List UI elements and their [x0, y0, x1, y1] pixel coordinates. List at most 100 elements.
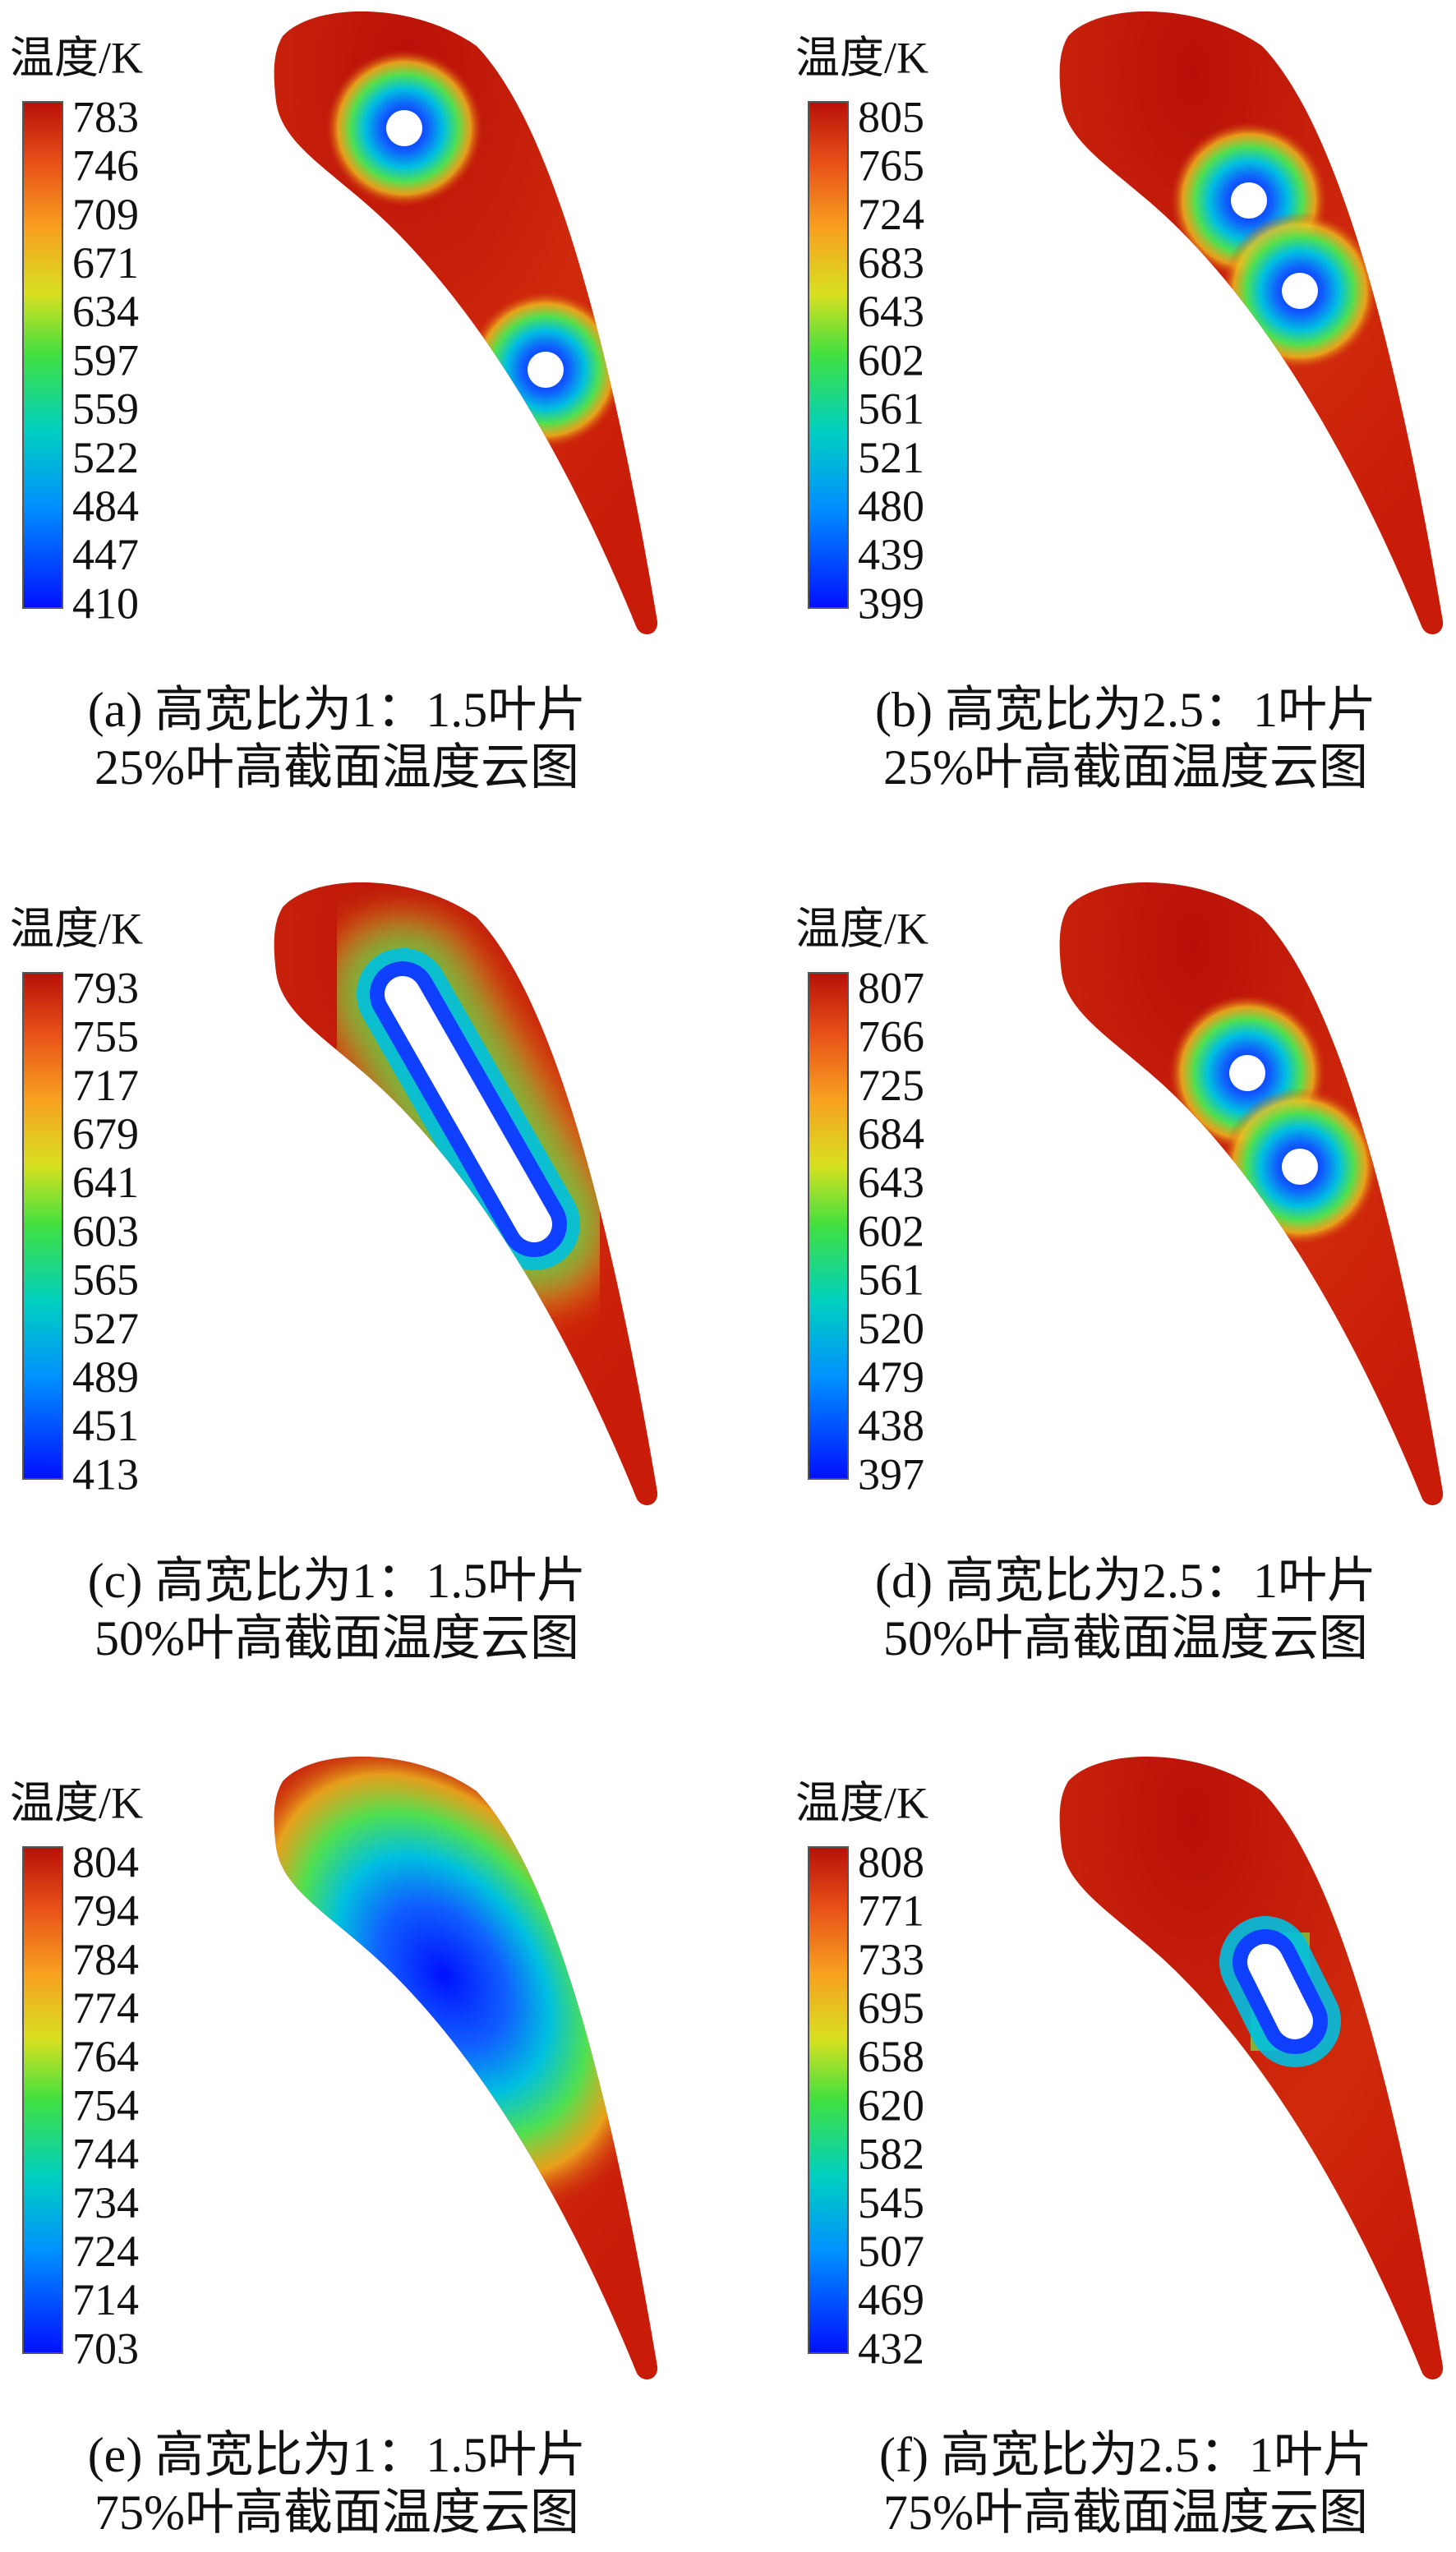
- colorbar-tick-label: 683: [858, 238, 924, 288]
- colorbar: [808, 1846, 849, 2354]
- colorbar: [808, 972, 849, 1480]
- colorbar-tick-label: 641: [72, 1158, 139, 1207]
- colorbar-tick-label: 520: [858, 1304, 924, 1353]
- cold-zone: [274, 1756, 656, 2214]
- colorbar-title: 温度/K: [10, 1778, 143, 1827]
- temperature-field: [1170, 122, 1379, 370]
- caption: (e) 高宽比为1：1.5叶片: [88, 2428, 587, 2482]
- blade: [1059, 11, 1444, 635]
- colorbar-tick-label: 489: [72, 1352, 139, 1402]
- caption: 50%叶高截面温度云图: [94, 1611, 579, 1665]
- cooling-hole: [1231, 182, 1267, 219]
- colorbar-tick-label: 807: [858, 963, 924, 1012]
- blade: [1059, 1756, 1444, 2380]
- colorbar-title: 温度/K: [10, 33, 143, 82]
- colorbar: [22, 101, 63, 609]
- colorbar-tick-label: 804: [72, 1837, 139, 1886]
- colorbar-tick-label: 784: [72, 1935, 139, 1984]
- colorbar-tick-label: 766: [858, 1012, 924, 1062]
- caption: (d) 高宽比为2.5：1叶片: [875, 1554, 1376, 1608]
- caption: 25%叶高截面温度云图: [94, 740, 579, 795]
- colorbar-tick-label: 808: [858, 1837, 924, 1886]
- colorbar-title: 温度/K: [795, 33, 928, 82]
- colorbar-tick-label: 771: [858, 1886, 924, 1936]
- colorbar-tick-label: 413: [72, 1449, 139, 1499]
- colorbar-tick-label: 522: [72, 433, 139, 482]
- caption: 75%叶高截面温度云图: [94, 2485, 579, 2540]
- colorbar-tick-label: 754: [72, 2080, 139, 2130]
- caption: (b) 高宽比为2.5：1叶片: [875, 683, 1376, 737]
- blade: [1059, 882, 1444, 1506]
- colorbar-tick-label: 561: [858, 385, 924, 434]
- colorbar-tick-label: 561: [858, 1255, 924, 1305]
- colorbar-tick-label: 399: [858, 578, 924, 628]
- colorbar-tick-label: 725: [858, 1061, 924, 1110]
- colorbar-tick-label: 755: [72, 1012, 139, 1062]
- colorbar-tick-label: 671: [72, 238, 139, 288]
- cooling-hole: [386, 110, 422, 146]
- colorbar-tick-label: 602: [858, 335, 924, 385]
- colorbar-tick-label: 746: [72, 141, 139, 191]
- colorbar-tick-label: 545: [858, 2178, 924, 2227]
- colorbar-tick-label: 764: [72, 2032, 139, 2081]
- colorbar-tick-label: 527: [72, 1304, 139, 1353]
- caption: 75%叶高截面温度云图: [883, 2485, 1368, 2540]
- cooling-hole: [1282, 273, 1318, 309]
- colorbar-tick-label: 480: [858, 481, 924, 531]
- colorbar-tick-label: 565: [72, 1255, 139, 1305]
- colorbar: [22, 972, 63, 1480]
- colorbar-tick-label: 783: [72, 92, 139, 141]
- cooling-hole: [1229, 1055, 1265, 1091]
- colorbar-tick-label: 805: [858, 92, 924, 141]
- colorbar-tick-label: 703: [72, 2324, 139, 2373]
- temperature-field: [274, 1756, 656, 2214]
- colorbar-tick-label: 410: [72, 578, 139, 628]
- colorbar-tick-label: 744: [72, 2130, 139, 2179]
- colorbar-tick-label: 717: [72, 1061, 139, 1110]
- colorbar-tick-label: 439: [858, 530, 924, 579]
- colorbar-tick-label: 507: [858, 2227, 924, 2276]
- caption: 50%叶高截面温度云图: [883, 1611, 1368, 1665]
- colorbar-tick-label: 602: [858, 1206, 924, 1255]
- colorbar-tick-label: 695: [858, 1983, 924, 2033]
- colorbar-tick-label: 469: [858, 2275, 924, 2324]
- colorbar-tick-label: 451: [72, 1401, 139, 1450]
- colorbar-tick-label: 438: [858, 1401, 924, 1450]
- colorbar: [22, 1846, 63, 2354]
- colorbar-tick-label: 793: [72, 963, 139, 1012]
- colorbar-tick-label: 620: [858, 2080, 924, 2130]
- cooling-hole: [528, 352, 564, 388]
- colorbar-tick-label: 794: [72, 1886, 139, 1936]
- colorbar-title: 温度/K: [10, 904, 143, 953]
- caption: (c) 高宽比为1：1.5叶片: [88, 1554, 587, 1608]
- colorbar-tick-label: 774: [72, 1983, 139, 2033]
- colorbar-tick-label: 597: [72, 335, 139, 385]
- colorbar-tick-label: 447: [72, 530, 139, 579]
- colorbar-tick-label: 432: [858, 2324, 924, 2373]
- colorbar-tick-label: 643: [858, 1158, 924, 1207]
- caption: (a) 高宽比为1：1.5叶片: [88, 683, 587, 737]
- cooling-slot: [1247, 1944, 1313, 2039]
- colorbar-tick-label: 521: [858, 433, 924, 482]
- colorbar-tick-label: 479: [858, 1352, 924, 1402]
- colorbar-tick-label: 724: [858, 190, 924, 239]
- cooling-slot: [385, 976, 552, 1242]
- colorbar-tick-label: 733: [858, 1935, 924, 1984]
- colorbar-title: 温度/K: [795, 904, 928, 953]
- colorbar-tick-label: 684: [858, 1109, 924, 1159]
- colorbar-tick-label: 709: [72, 190, 139, 239]
- colorbar-tick-label: 714: [72, 2275, 139, 2324]
- cooling-hole: [1282, 1149, 1318, 1185]
- colorbar-tick-label: 679: [72, 1109, 139, 1159]
- caption: (f) 高宽比为2.5：1叶片: [879, 2428, 1372, 2482]
- colorbar-title: 温度/K: [795, 1778, 928, 1827]
- colorbar-tick-label: 397: [858, 1449, 924, 1499]
